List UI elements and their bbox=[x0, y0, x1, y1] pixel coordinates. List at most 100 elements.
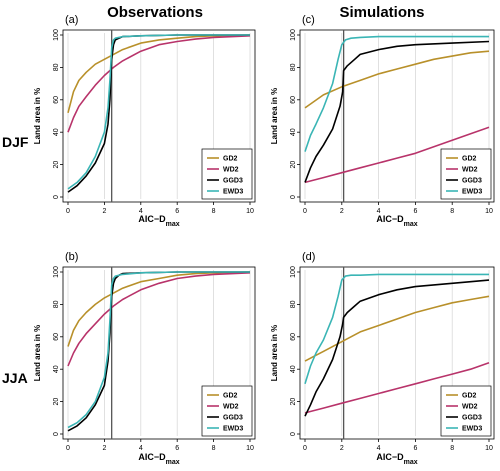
y-tick-label: 60 bbox=[53, 333, 60, 341]
x-tick-label: 8 bbox=[212, 208, 216, 215]
legend-label-wd2: WD2 bbox=[223, 404, 239, 411]
y-tick-label: 40 bbox=[290, 128, 297, 136]
x-tick-label: 10 bbox=[485, 445, 493, 452]
y-tick-label: 20 bbox=[290, 398, 297, 406]
x-tick-label: 0 bbox=[303, 208, 307, 215]
legend-label-ewd3: EWD3 bbox=[223, 426, 243, 433]
chart-panel-a: 0 20 40 60 80 100 0 2 4 6 8 10 (a) Land area in % AIC−… bbox=[33, 14, 256, 228]
y-tick-label: 0 bbox=[53, 195, 60, 199]
legend-label-ggd3: GGD3 bbox=[223, 415, 243, 422]
x-axis-label: AIC−Dmax bbox=[138, 452, 179, 466]
plot-frame bbox=[299, 29, 495, 203]
x-tick-label: 6 bbox=[175, 445, 179, 452]
x-tick-label: 8 bbox=[212, 445, 216, 452]
series-line-gd2 bbox=[67, 271, 251, 347]
x-tick-label: 2 bbox=[102, 208, 106, 215]
series-line-gd2 bbox=[304, 295, 490, 362]
plot-frame bbox=[62, 266, 256, 440]
x-tick-label: 2 bbox=[102, 445, 106, 452]
series-line-ggd3 bbox=[304, 40, 490, 183]
chart-panel-d: 0 20 40 60 80 100 0 2 4 6 8 10 (d) Land area in % AIC−… bbox=[270, 251, 495, 466]
x-axis-label: AIC−Dmax bbox=[138, 214, 179, 228]
x-tick-label: 6 bbox=[413, 208, 417, 215]
legend-label-ggd3: GGD3 bbox=[462, 178, 482, 185]
series-line-ewd3 bbox=[67, 34, 250, 190]
y-axis-label: Land area in % bbox=[270, 325, 279, 381]
y-tick-label: 60 bbox=[290, 333, 297, 341]
y-tick-label: 20 bbox=[53, 161, 60, 169]
column-title-observations: Observations bbox=[107, 4, 203, 21]
chart-panel-c: 0 20 40 60 80 100 0 2 4 6 8 10 (c) Land area in % AIC−… bbox=[270, 14, 495, 228]
y-tick-label: 100 bbox=[53, 29, 60, 41]
y-tick-label: 100 bbox=[290, 29, 297, 41]
legend-label-gd2: GD2 bbox=[223, 393, 238, 400]
legend-label-wd2: WD2 bbox=[462, 404, 478, 411]
y-tick-label: 40 bbox=[53, 128, 60, 136]
y-tick-label: 80 bbox=[53, 300, 60, 308]
legend-label-wd2: WD2 bbox=[223, 167, 239, 174]
x-tick-label: 4 bbox=[139, 208, 143, 215]
series-line-wd2 bbox=[304, 126, 490, 184]
y-tick-label: 60 bbox=[290, 96, 297, 104]
plot-frame bbox=[62, 29, 256, 203]
column-title-simulations: Simulations bbox=[339, 4, 424, 21]
x-tick-label: 10 bbox=[246, 208, 254, 215]
legend-label-ewd3: EWD3 bbox=[462, 189, 482, 196]
series-line-gd2 bbox=[67, 34, 251, 114]
y-axis-label: Land area in % bbox=[270, 88, 279, 144]
y-axis-label: Land area in % bbox=[33, 325, 42, 381]
legend-label-ewd3: EWD3 bbox=[223, 189, 243, 196]
x-tick-label: 0 bbox=[66, 208, 70, 215]
y-tick-label: 0 bbox=[290, 432, 297, 436]
y-tick-label: 80 bbox=[53, 63, 60, 71]
x-tick-label: 10 bbox=[485, 208, 493, 215]
x-tick-label: 8 bbox=[450, 445, 454, 452]
legend-label-gd2: GD2 bbox=[462, 156, 477, 163]
x-tick-label: 0 bbox=[303, 445, 307, 452]
x-tick-label: 2 bbox=[340, 208, 344, 215]
series-line-ggd3 bbox=[304, 279, 490, 417]
row-label-jja: JJA bbox=[2, 370, 28, 386]
x-tick-label: 2 bbox=[340, 445, 344, 452]
series-line-ewd3 bbox=[67, 271, 250, 429]
panel-label: (b) bbox=[65, 251, 78, 263]
legend-label-ggd3: GGD3 bbox=[223, 178, 243, 185]
row-label-djf: DJF bbox=[2, 134, 29, 150]
series-line-wd2 bbox=[67, 35, 251, 133]
x-tick-label: 4 bbox=[377, 445, 381, 452]
x-tick-label: 4 bbox=[139, 445, 143, 452]
series-line-ewd3 bbox=[304, 35, 489, 152]
legend-label-gd2: GD2 bbox=[462, 393, 477, 400]
legend-label-wd2: WD2 bbox=[462, 167, 478, 174]
panel-label: (d) bbox=[302, 251, 315, 263]
x-tick-label: 6 bbox=[413, 445, 417, 452]
series-line-ewd3 bbox=[304, 273, 489, 385]
y-tick-label: 20 bbox=[53, 398, 60, 406]
legend-label-gd2: GD2 bbox=[223, 156, 238, 163]
series-line-gd2 bbox=[304, 50, 490, 109]
y-tick-label: 80 bbox=[290, 63, 297, 71]
y-tick-label: 0 bbox=[53, 432, 60, 436]
panel-label: (c) bbox=[302, 14, 315, 26]
x-axis-label: AIC−Dmax bbox=[376, 214, 417, 228]
x-tick-label: 10 bbox=[246, 445, 254, 452]
x-tick-label: 8 bbox=[450, 208, 454, 215]
series-line-wd2 bbox=[304, 361, 490, 414]
chart-panel-b: 0 20 40 60 80 100 0 2 4 6 8 10 (b) Land area in % AIC−… bbox=[33, 251, 256, 466]
x-axis-label: AIC−Dmax bbox=[376, 452, 417, 466]
x-tick-label: 0 bbox=[66, 445, 70, 452]
x-tick-label: 6 bbox=[175, 208, 179, 215]
y-tick-label: 100 bbox=[53, 266, 60, 278]
plot-frame bbox=[299, 266, 495, 440]
y-tick-label: 40 bbox=[290, 365, 297, 373]
y-tick-label: 100 bbox=[290, 266, 297, 278]
y-tick-label: 0 bbox=[290, 195, 297, 199]
legend-label-ggd3: GGD3 bbox=[462, 415, 482, 422]
x-tick-label: 4 bbox=[377, 208, 381, 215]
panel-label: (a) bbox=[65, 14, 78, 26]
series-line-wd2 bbox=[67, 272, 251, 367]
y-tick-label: 80 bbox=[290, 300, 297, 308]
y-tick-label: 20 bbox=[290, 161, 297, 169]
y-tick-label: 40 bbox=[53, 365, 60, 373]
